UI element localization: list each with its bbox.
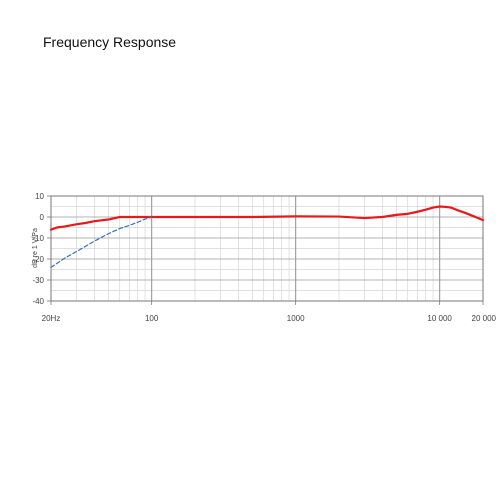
x-tick-label: 100 <box>145 314 159 323</box>
series-line-lowcut <box>50 216 153 268</box>
y-tick-label: -10 <box>32 234 44 243</box>
x-tick-label: 10 000 <box>427 314 452 323</box>
y-tick-label: -20 <box>32 255 44 264</box>
x-tick-label: 1000 <box>287 314 305 323</box>
y-tick-label: -40 <box>32 297 44 306</box>
y-axis-label: dB re 1 V/Pa <box>32 228 39 268</box>
chart-title: Frequency Response <box>43 34 177 50</box>
y-tick-label: 10 <box>35 192 44 201</box>
x-axis-ticks: 20Hz 100 1000 10 000 20 000 <box>42 301 497 323</box>
y-tick-label: 0 <box>40 213 45 222</box>
x-tick-label: 20Hz <box>42 314 61 323</box>
series-layer <box>49 205 485 268</box>
series-line-main <box>49 205 485 231</box>
minor-grid <box>51 196 483 301</box>
y-tick-label: -30 <box>32 276 44 285</box>
y-axis-ticks: 10 0 -10 -20 -30 -40 <box>32 192 51 306</box>
plot-frame <box>50 195 484 302</box>
x-tick-label: 20 000 <box>472 314 497 323</box>
